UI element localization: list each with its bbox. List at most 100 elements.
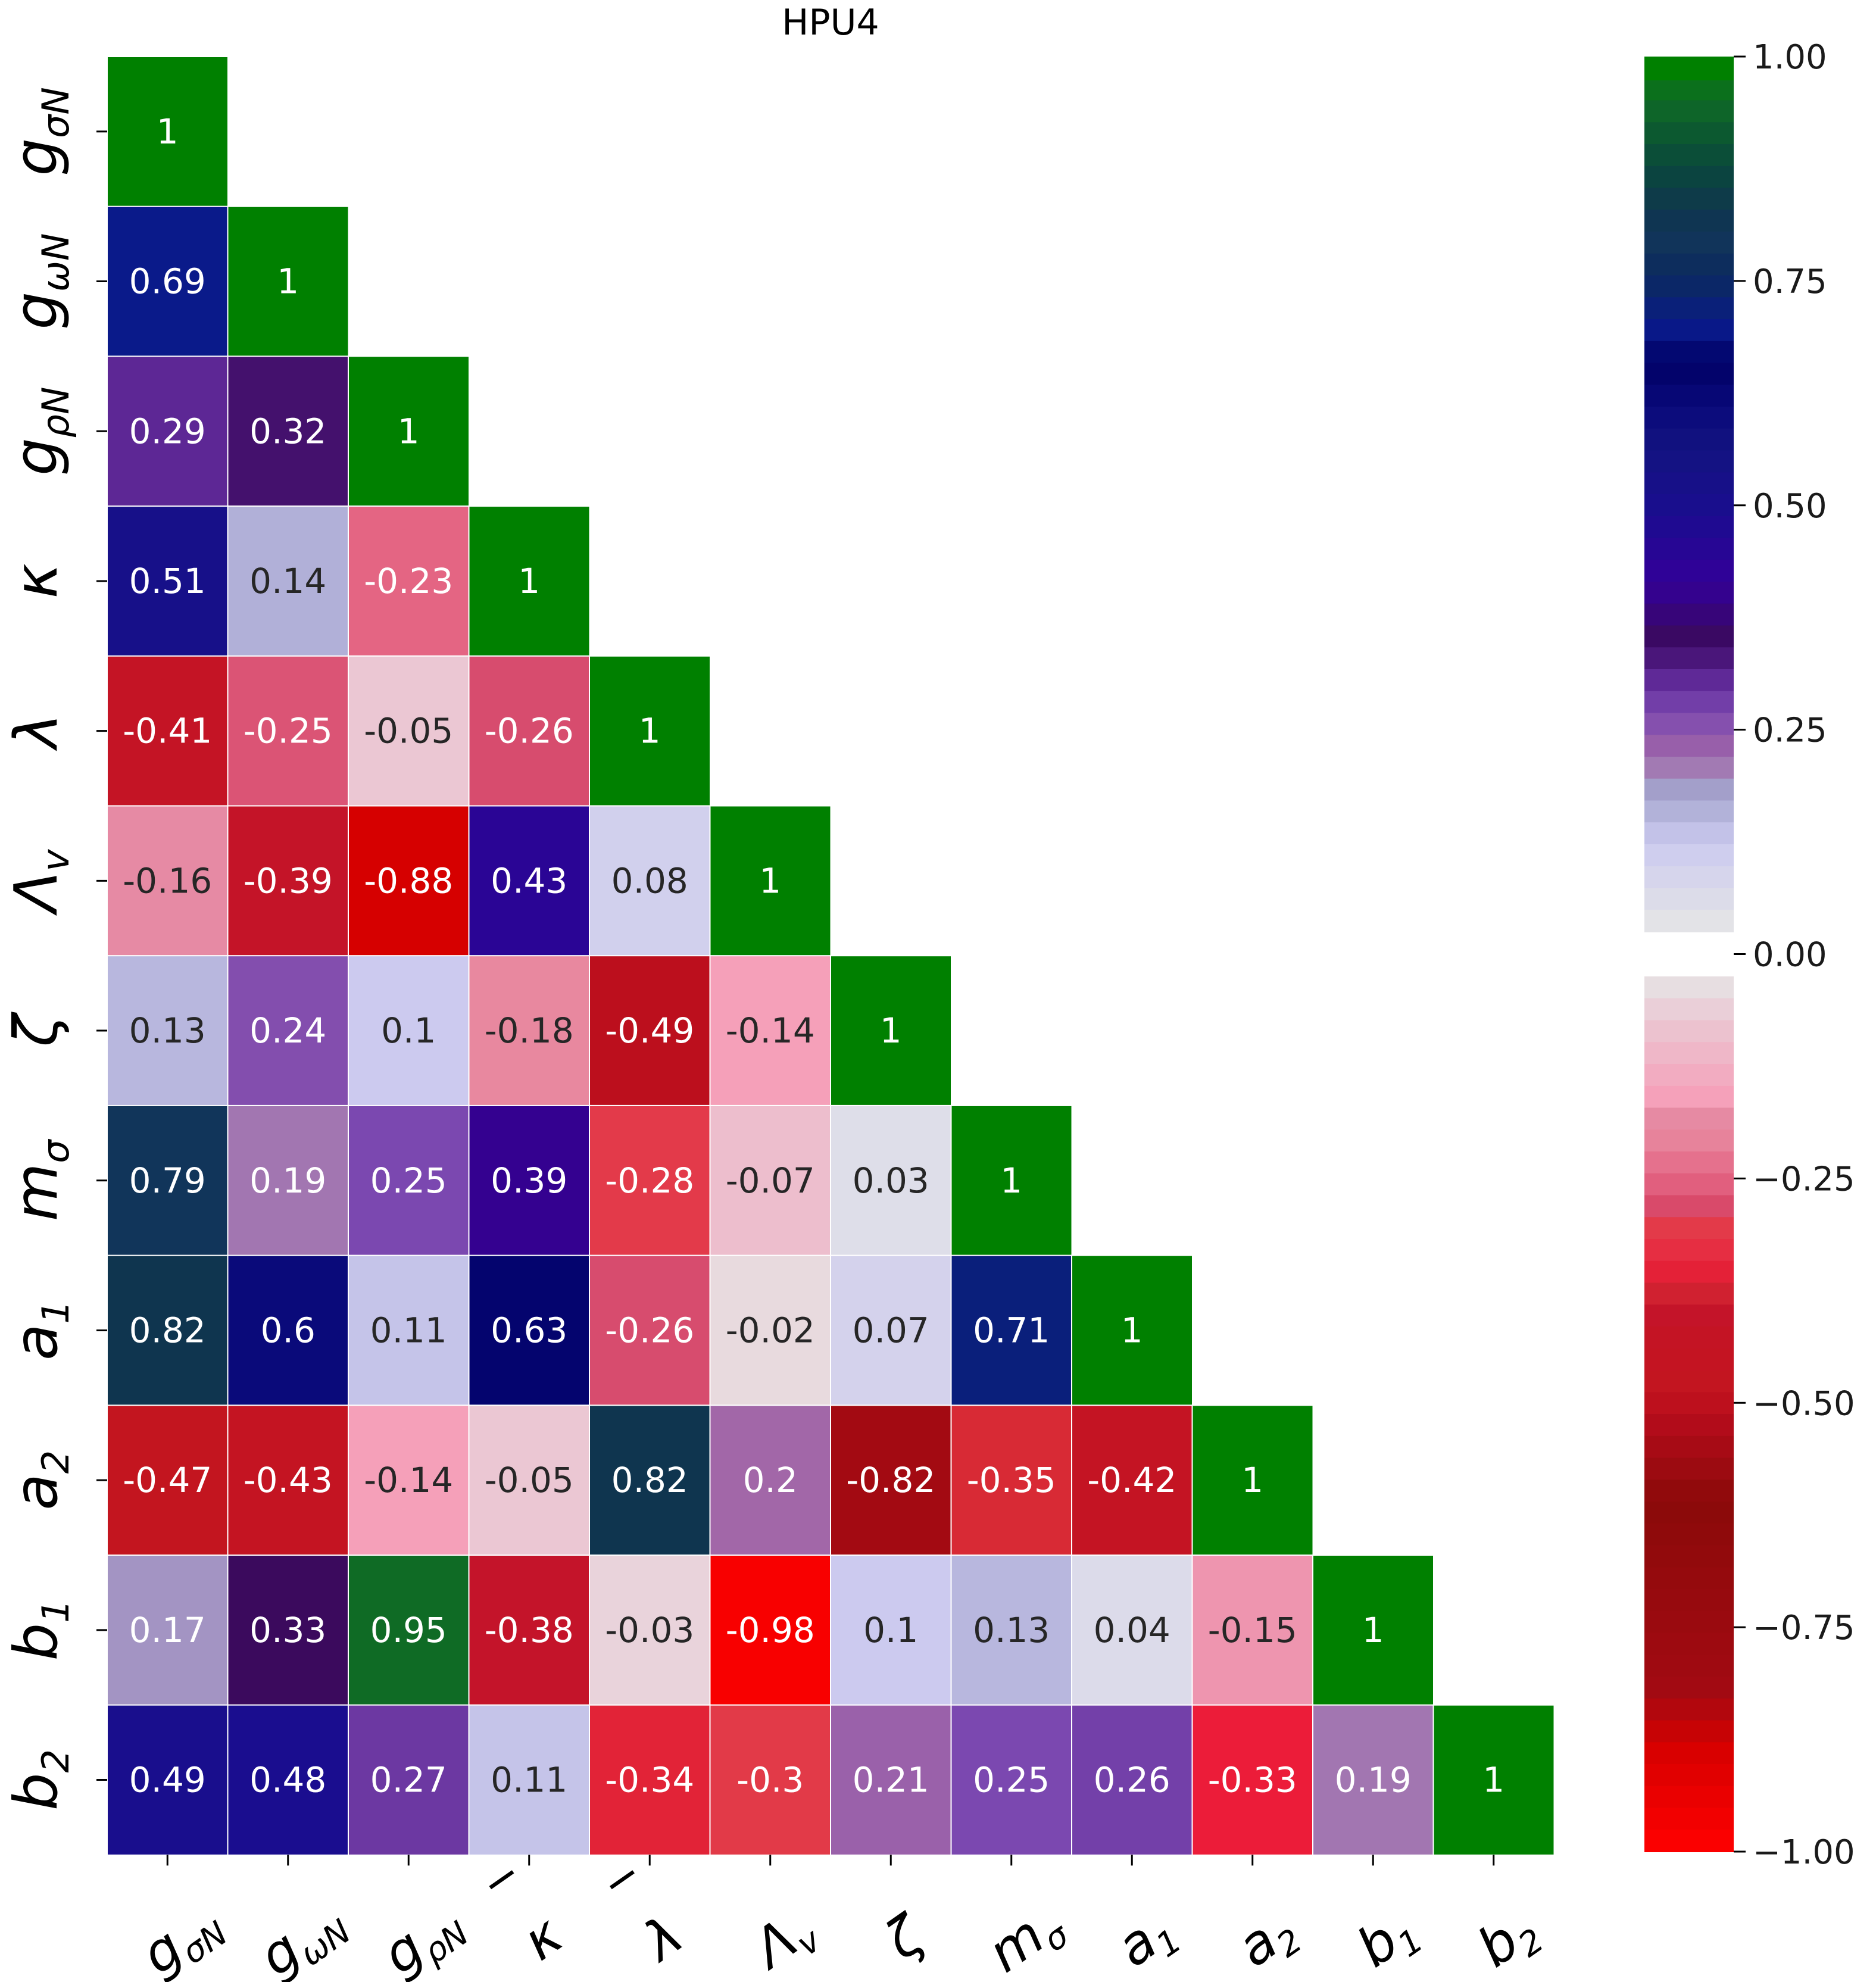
colorbar-band-positive xyxy=(1644,253,1734,276)
heatmap-cell xyxy=(709,1254,832,1406)
heatmap-cell xyxy=(107,56,229,208)
cell-value-label: 1 xyxy=(1000,1160,1022,1201)
colorbar-band-negative xyxy=(1644,1304,1734,1327)
cell-value-label: -0.49 xyxy=(605,1010,694,1051)
cell-value-label: 0.2 xyxy=(743,1460,798,1500)
cell-value-label: -0.05 xyxy=(485,1460,574,1500)
colorbar-band-negative xyxy=(1644,1457,1734,1481)
cell-value-label: -0.34 xyxy=(605,1760,694,1800)
colorbar-band-positive xyxy=(1644,757,1734,779)
cell-value-label: -0.18 xyxy=(485,1010,574,1051)
cell-value-label: -0.41 xyxy=(123,711,212,751)
colorbar-band-negative xyxy=(1644,1502,1734,1524)
heatmap-cell xyxy=(468,1404,591,1556)
column-label: a1 xyxy=(1106,1897,1189,1982)
row-label: ζ xyxy=(1,1011,71,1047)
heatmap-cell xyxy=(1312,1704,1434,1856)
cell-value-label: 0.13 xyxy=(129,1010,206,1051)
heatmap-cell xyxy=(468,505,591,657)
heatmap-cell xyxy=(1191,1404,1314,1556)
colorbar-band-positive xyxy=(1644,669,1734,692)
cell-value-label: 0.04 xyxy=(1094,1610,1170,1650)
row-label: b2 xyxy=(1,1749,77,1811)
colorbar-band-negative xyxy=(1644,1567,1734,1590)
colorbar-tick-label: 0.50 xyxy=(1753,487,1827,526)
colorbar-band-positive xyxy=(1644,713,1734,736)
column-label: a2 xyxy=(1226,1897,1309,1982)
cell-value-label: -0.26 xyxy=(485,711,574,751)
cell-value-label: 0.19 xyxy=(1335,1760,1412,1800)
colorbar-band-negative xyxy=(1644,1195,1734,1218)
heatmap-cell xyxy=(1071,1704,1193,1856)
colorbar-band-negative xyxy=(1644,1129,1734,1152)
heatmap-cell xyxy=(1071,1404,1193,1556)
heatmap-cell xyxy=(1071,1254,1193,1406)
heatmap-cell xyxy=(709,805,832,957)
colorbar-band-positive xyxy=(1644,407,1734,429)
heatmap-cell xyxy=(107,1104,229,1257)
cell-value-label: 0.27 xyxy=(370,1760,447,1800)
colorbar-band-top xyxy=(1644,57,1734,80)
cell-value-label: 0.1 xyxy=(863,1610,918,1650)
colorbar-tick-label: 0.75 xyxy=(1753,263,1827,301)
colorbar-band-negative xyxy=(1644,1042,1734,1065)
cell-value-label: 0.39 xyxy=(491,1160,567,1201)
cell-value-label: -0.02 xyxy=(726,1310,815,1350)
cell-value-label: -0.25 xyxy=(244,711,333,751)
cell-value-label: -0.98 xyxy=(726,1610,815,1650)
colorbar-band-positive xyxy=(1644,275,1734,298)
cell-value-label: 0.19 xyxy=(249,1160,326,1201)
cell-value-label: 0.43 xyxy=(491,860,567,901)
cell-value-label: -0.14 xyxy=(726,1010,815,1051)
cell-value-label: 1 xyxy=(759,860,781,901)
cell-value-label: 0.82 xyxy=(129,1310,206,1350)
cell-value-label: 0.25 xyxy=(973,1760,1050,1800)
cell-value-label: -0.39 xyxy=(244,860,333,901)
row-label: a2 xyxy=(1,1450,77,1510)
heatmap-cell xyxy=(589,1704,711,1856)
heatmap-cell xyxy=(107,355,229,507)
row-label: Λv xyxy=(1,848,77,916)
colorbar-tick-label: 0.00 xyxy=(1753,936,1827,975)
colorbar-tick-label: 1.00 xyxy=(1753,38,1827,77)
column-label-overbar: ‾ xyxy=(604,1863,663,1930)
heatmap-cell xyxy=(468,655,591,807)
colorbar: 1.00 0.75 0.50 0.25 0.00 −0.25 −0.50 −0.75 −1.00 xyxy=(1644,38,1855,1872)
colorbar-band-negative xyxy=(1644,1523,1734,1546)
heatmap-cell xyxy=(468,1555,591,1706)
heatmap-cell xyxy=(227,805,349,957)
heatmap-cells: 10.69 10.29 0.32 10.51 0.14 -0.23 1-0.41 -0.25-… xyxy=(107,56,1555,1856)
heatmap-cell xyxy=(950,1704,1073,1856)
column-label: gρN xyxy=(372,1890,476,1982)
cell-value-label: 0.29 xyxy=(129,411,206,451)
colorbar-band-negative xyxy=(1644,1830,1734,1852)
cell-value-label: -0.88 xyxy=(364,860,453,901)
colorbar-band-negative xyxy=(1644,1239,1734,1262)
cell-value-label: 0.25 xyxy=(370,1160,447,1201)
heatmap-cell xyxy=(348,355,470,507)
heatmap-cell xyxy=(468,955,591,1107)
heatmap-cell xyxy=(830,1555,952,1706)
cell-value-label: 0.07 xyxy=(853,1310,929,1350)
cell-value-label: -0.16 xyxy=(123,860,212,901)
colorbar-band-negative xyxy=(1644,1480,1734,1502)
heatmap-cell xyxy=(227,1555,349,1706)
heatmap-cell xyxy=(107,1555,229,1706)
colorbar-band-positive xyxy=(1644,78,1734,101)
cell-value-label: 0.95 xyxy=(370,1610,447,1650)
colorbar-band-positive xyxy=(1644,778,1734,801)
colorbar-band-positive xyxy=(1644,888,1734,911)
column-label-overbar: ‾ xyxy=(484,1863,543,1930)
colorbar-band-positive xyxy=(1644,538,1734,561)
colorbar-band-negative xyxy=(1644,1370,1734,1393)
cell-value-label: 1 xyxy=(1121,1310,1143,1350)
colorbar-band-positive xyxy=(1644,822,1734,845)
cell-value-label: 1 xyxy=(1241,1460,1263,1500)
colorbar-band-negative xyxy=(1644,1764,1734,1787)
heatmap-cell xyxy=(950,1104,1073,1257)
colorbar-band-positive xyxy=(1644,603,1734,626)
colorbar-band-negative xyxy=(1644,1698,1734,1721)
heatmap-cell xyxy=(107,955,229,1107)
heatmap-cell xyxy=(830,1704,952,1856)
